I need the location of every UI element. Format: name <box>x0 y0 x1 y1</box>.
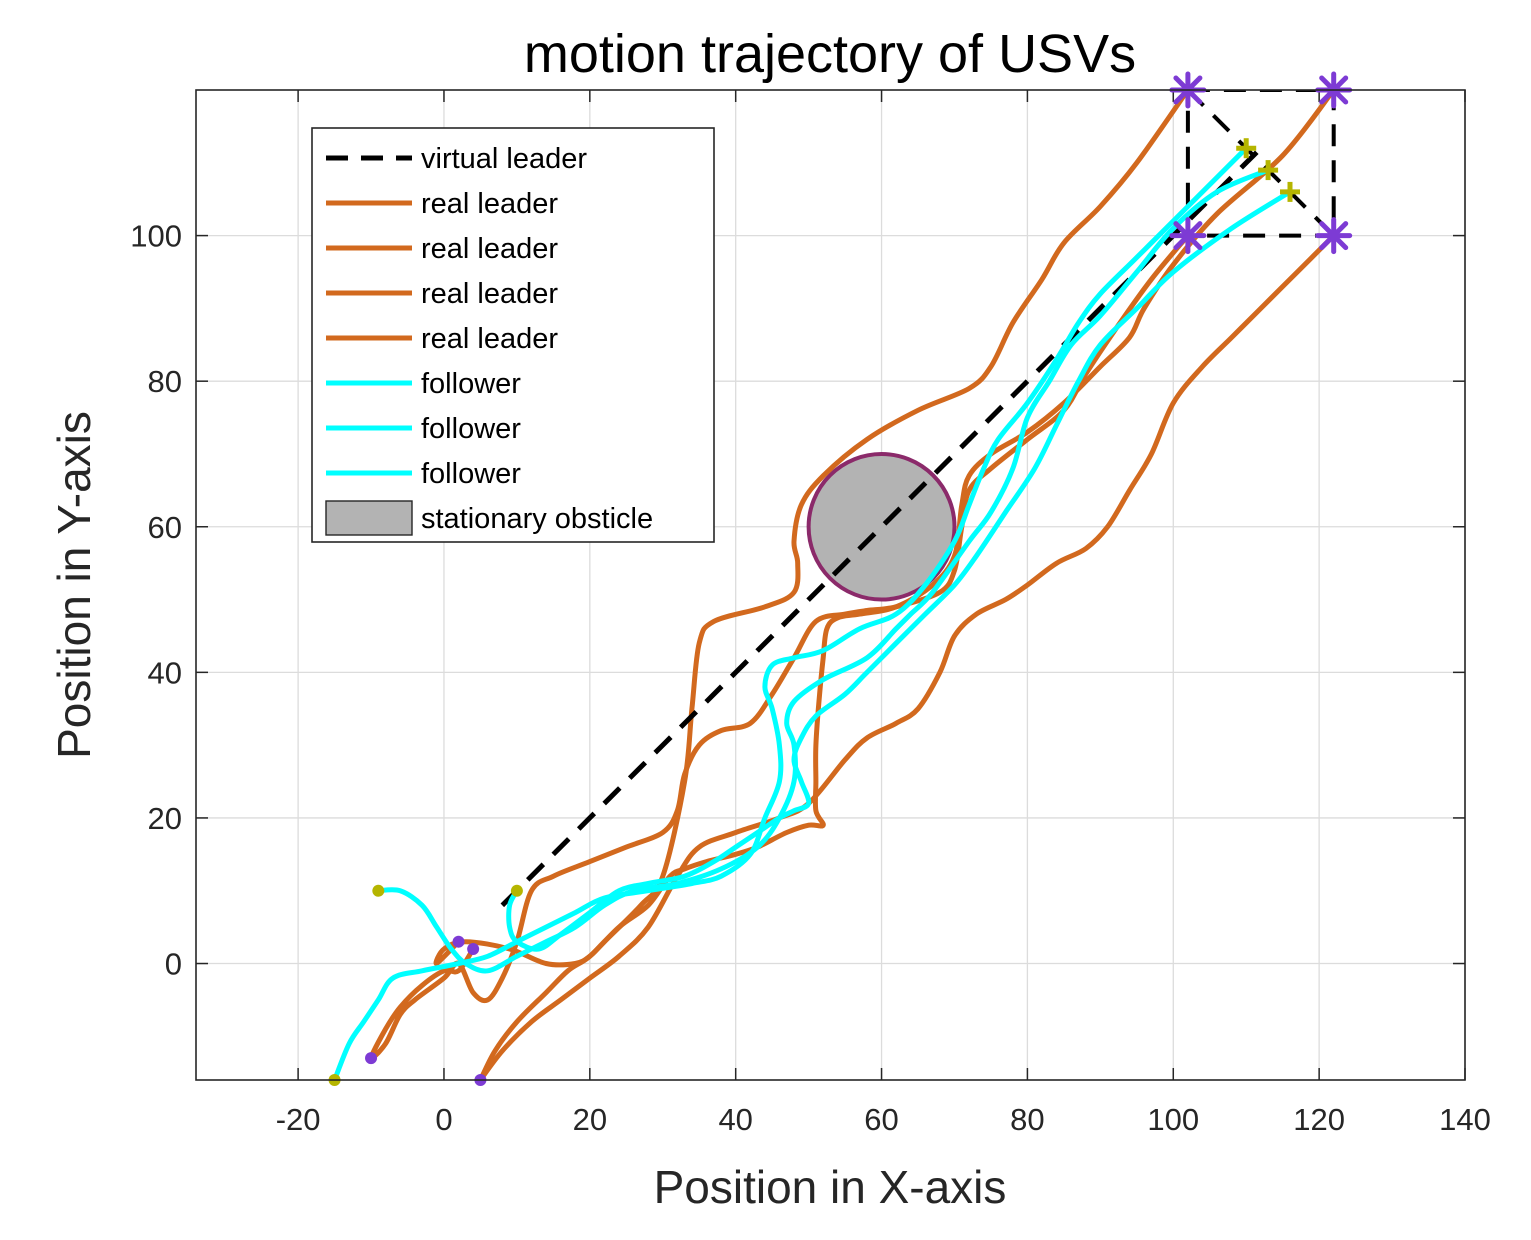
plot-frame <box>195 89 1466 1081</box>
real-leader-line-3 <box>477 90 1337 1080</box>
y-tick-label: 80 <box>148 364 182 399</box>
follower-line-1 <box>332 145 1249 1080</box>
follower-start-dot <box>510 884 523 897</box>
follower-line-3 <box>506 189 1293 952</box>
follower-end-plus-marker <box>1258 160 1279 181</box>
star-stroke <box>1319 221 1349 251</box>
x-tick-label: 100 <box>1147 1102 1199 1137</box>
real-leader-line-1 <box>433 90 1191 968</box>
legend-label: real leader <box>421 278 558 310</box>
legend-label: real leader <box>421 233 558 265</box>
x-tick-label: 40 <box>718 1102 752 1137</box>
legend-label: follower <box>421 368 521 400</box>
y-axis-label: Position in Y-axis <box>48 411 100 759</box>
x-tick-label: 0 <box>435 1102 452 1137</box>
x-axis-label: Position in X-axis <box>654 1161 1007 1213</box>
follower-end-plus-marker <box>1236 138 1257 159</box>
x-tick-label: 80 <box>1010 1102 1044 1137</box>
leader-end-star-marker <box>1315 217 1353 255</box>
x-tick-label: 60 <box>864 1102 898 1137</box>
x-tick-label: 140 <box>1439 1102 1491 1137</box>
chart-title: motion trajectory of USVs <box>524 24 1136 84</box>
y-tick-label: 40 <box>148 655 182 690</box>
legend-label: real leader <box>421 323 558 355</box>
x-tick-label: 120 <box>1293 1102 1345 1137</box>
y-tick-label: 20 <box>148 801 182 836</box>
x-tick-label: -20 <box>276 1102 321 1137</box>
y-tick-label: 100 <box>130 219 182 254</box>
real-leader-line-2 <box>368 233 1191 1062</box>
leader-start-dot <box>467 942 480 955</box>
legend-label: follower <box>421 413 521 445</box>
legend-label: virtual leader <box>421 143 587 175</box>
leader-start-dot <box>365 1052 378 1065</box>
y-tick-label: 0 <box>165 947 182 982</box>
follower-line-2 <box>375 167 1271 974</box>
follower-end-plus-marker <box>1280 181 1300 202</box>
follower-start-dot <box>372 884 385 897</box>
legend-swatch-patch <box>325 500 413 536</box>
tick-labels: -20 0 20 40 60 80 100 120 140 0 20 40 60 80 100 <box>130 219 1491 1137</box>
real-leader-line-4 <box>477 233 1337 1080</box>
star-stroke <box>1173 221 1203 251</box>
y-tick-label: 60 <box>148 510 182 545</box>
x-tick-label: 20 <box>573 1102 607 1137</box>
legend: virtual leader real leader real leader real… <box>311 127 715 543</box>
leader-end-star-marker <box>1169 217 1207 255</box>
leader-start-dot <box>452 935 465 948</box>
legend-label: follower <box>421 458 521 490</box>
legend-label: real leader <box>421 188 558 220</box>
legend-label: stationary obsticle <box>421 503 653 535</box>
series-layer <box>332 90 1337 1080</box>
